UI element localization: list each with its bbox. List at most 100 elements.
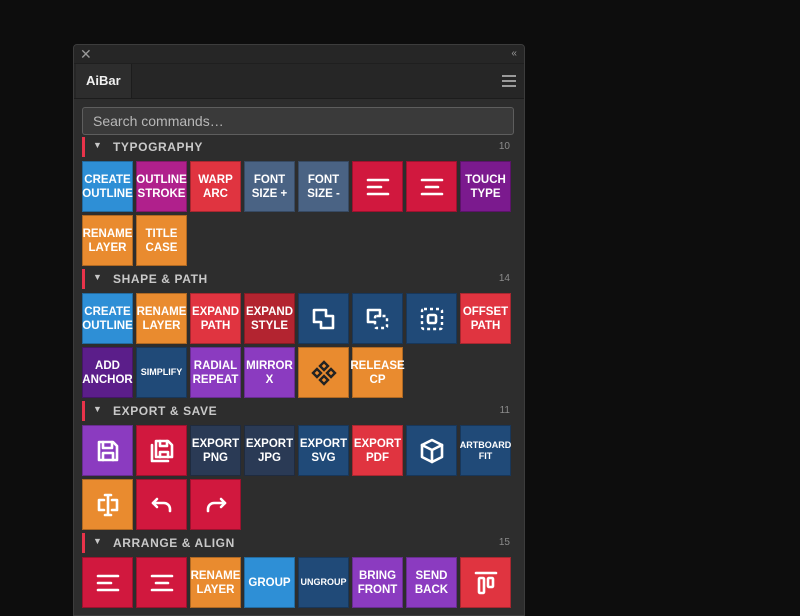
align-top-button[interactable] — [460, 557, 511, 608]
section-count: 15 — [498, 537, 510, 548]
undo-button[interactable] — [136, 479, 187, 530]
outline-stroke-button[interactable]: OUTLINE STROKE — [136, 161, 187, 212]
collapse-panel-icon[interactable]: ‹‹ — [511, 48, 517, 59]
add-anchor-button[interactable]: ADD ANCHOR — [82, 347, 133, 398]
section-title: ARRANGE & ALIGN — [113, 536, 235, 550]
unite-shapes-icon — [310, 305, 338, 333]
button-label: ADD ANCHOR — [82, 359, 133, 386]
align-left-button[interactable] — [352, 161, 403, 212]
export-pdf-button[interactable]: EXPORT PDF — [352, 425, 403, 476]
redo-icon — [202, 491, 230, 519]
button-label: RENAME LAYER — [190, 569, 241, 596]
font-size-button[interactable]: FONT SIZE + — [244, 161, 295, 212]
ungroup-button[interactable]: UNGROUP — [298, 557, 349, 608]
chevron-down-icon[interactable]: ▼ — [93, 272, 102, 282]
button-label: SEND BACK — [414, 569, 449, 596]
button-label: TITLE CASE — [145, 227, 178, 254]
button-label: RENAME LAYER — [82, 227, 133, 254]
align-center-icon — [418, 173, 446, 201]
save-button[interactable] — [82, 425, 133, 476]
button-label: BRING FRONT — [357, 569, 398, 596]
radial-repeat-button[interactable]: RADIAL REPEAT — [190, 347, 241, 398]
button-label: EXPORT PDF — [353, 437, 402, 464]
button-label: WARP ARC — [198, 173, 233, 200]
intersect-icon — [418, 305, 446, 333]
title-case-button[interactable]: TITLE CASE — [136, 215, 187, 266]
button-label: CREATE OUTLINE — [82, 305, 133, 332]
tab-aibar[interactable]: AiBar — [76, 64, 132, 98]
align-center-button[interactable] — [136, 557, 187, 608]
button-label: GROUP — [248, 576, 291, 589]
create-outline-button[interactable]: CREATE OUTLINE — [82, 293, 133, 344]
section-title: SHAPE & PATH — [113, 272, 208, 286]
export-jpg-button[interactable]: EXPORT JPG — [244, 425, 295, 476]
touch-type-button[interactable]: TOUCH TYPE — [460, 161, 511, 212]
save-as-button[interactable] — [136, 425, 187, 476]
button-label: FONT SIZE - — [307, 173, 340, 200]
group-button[interactable]: GROUP — [244, 557, 295, 608]
create-outline-button[interactable]: CREATE OUTLINE — [82, 161, 133, 212]
button-label: CREATE OUTLINE — [82, 173, 133, 200]
section-title: EXPORT & SAVE — [113, 404, 218, 418]
button-label: EXPAND PATH — [191, 305, 240, 332]
font-size-button[interactable]: FONT SIZE - — [298, 161, 349, 212]
rename-layer-button[interactable]: RENAME LAYER — [82, 215, 133, 266]
package-icon — [418, 437, 446, 465]
section-header-shape-path[interactable]: ▼ SHAPE & PATH 14 — [82, 269, 510, 289]
button-label: FONT SIZE + — [251, 173, 288, 200]
save-as-icon — [148, 437, 176, 465]
text-cursor-button[interactable] — [82, 479, 133, 530]
unite-shapes-button[interactable] — [298, 293, 349, 344]
section-header-typography[interactable]: ▼ TYPOGRAPHY 10 — [82, 137, 510, 157]
align-left-icon — [94, 569, 122, 597]
artboard-fit-button[interactable]: ARTBOARD FIT — [460, 425, 511, 476]
redo-button[interactable] — [190, 479, 241, 530]
export-svg-button[interactable]: EXPORT SVG — [298, 425, 349, 476]
bring-front-button[interactable]: BRING FRONT — [352, 557, 403, 608]
chevron-down-icon[interactable]: ▼ — [93, 404, 102, 414]
intersect-button[interactable] — [406, 293, 457, 344]
minus-front-button[interactable] — [352, 293, 403, 344]
minus-front-icon — [364, 305, 392, 333]
button-label: RENAME LAYER — [136, 305, 187, 332]
button-label: MIRROR X — [246, 359, 293, 386]
mirror-x-button[interactable]: MIRROR X — [244, 347, 295, 398]
hamburger-menu-icon[interactable] — [502, 75, 516, 87]
section-count: 11 — [499, 405, 510, 416]
align-top-icon — [472, 569, 500, 597]
align-left-button[interactable] — [82, 557, 133, 608]
section-header-export-save[interactable]: ▼ EXPORT & SAVE 11 — [82, 401, 510, 421]
button-label: TOUCH TYPE — [465, 173, 506, 200]
button-label: ARTBOARD FIT — [459, 439, 512, 461]
chevron-down-icon[interactable]: ▼ — [93, 140, 102, 150]
panel-titlebar: ✕ ‹‹ — [74, 45, 524, 64]
chevron-down-icon[interactable]: ▼ — [93, 536, 102, 546]
package-button[interactable] — [406, 425, 457, 476]
section-count: 14 — [498, 273, 510, 284]
diamond-grid-button[interactable] — [298, 347, 349, 398]
close-icon[interactable]: ✕ — [80, 46, 92, 62]
button-label: EXPAND STYLE — [245, 305, 294, 332]
export-png-button[interactable]: EXPORT PNG — [190, 425, 241, 476]
rename-layer-button[interactable]: RENAME LAYER — [136, 293, 187, 344]
button-label: RELEASE CP — [350, 359, 405, 386]
align-center-button[interactable] — [406, 161, 457, 212]
rename-layer-button[interactable]: RENAME LAYER — [190, 557, 241, 608]
warp-arc-button[interactable]: WARP ARC — [190, 161, 241, 212]
section-count: 10 — [498, 141, 510, 152]
offset-path-button[interactable]: OFFSET PATH — [460, 293, 511, 344]
button-label: EXPORT SVG — [299, 437, 348, 464]
button-label: OUTLINE STROKE — [136, 173, 187, 200]
expand-path-button[interactable]: EXPAND PATH — [190, 293, 241, 344]
release-cp-button[interactable]: RELEASE CP — [350, 347, 405, 398]
expand-style-button[interactable]: EXPAND STYLE — [244, 293, 295, 344]
section-header-arrange-align[interactable]: ▼ ARRANGE & ALIGN 15 — [82, 533, 510, 553]
panel-tab-row: AiBar — [74, 64, 524, 99]
section-title: TYPOGRAPHY — [113, 140, 204, 154]
send-back-button[interactable]: SEND BACK — [406, 557, 457, 608]
button-label: EXPORT PNG — [191, 437, 240, 464]
align-center-icon — [148, 569, 176, 597]
search-input[interactable] — [82, 107, 514, 135]
simplify-button[interactable]: SIMPLIFY — [136, 347, 187, 398]
button-label: UNGROUP — [300, 577, 347, 587]
